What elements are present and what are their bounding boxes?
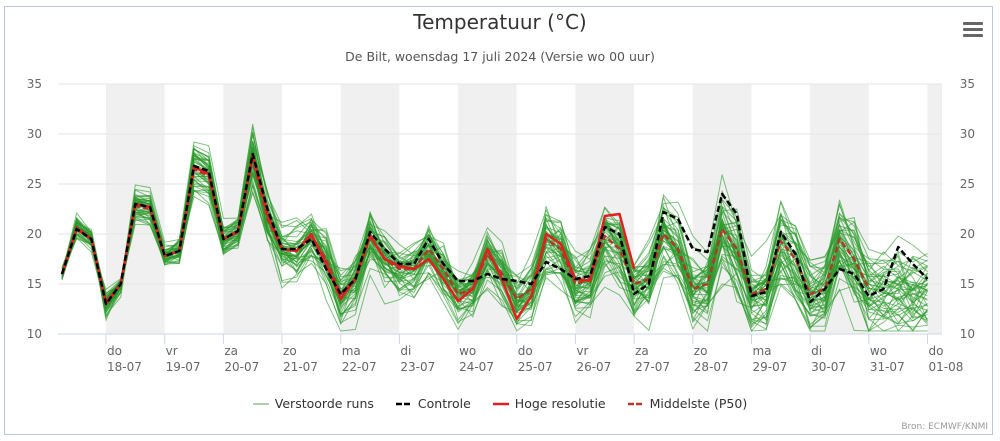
y-tick-label-left: 30 bbox=[27, 127, 42, 141]
x-tick-label-date: 30-07 bbox=[811, 360, 846, 374]
chart-legend: Verstoorde runs Controle Hoge resolutie … bbox=[0, 396, 1000, 411]
x-tick-label-day: wo bbox=[459, 344, 476, 358]
legend-label: Verstoorde runs bbox=[274, 396, 374, 411]
legend-item-median[interactable]: Middelste (P50) bbox=[627, 396, 748, 411]
ensemble-member-line bbox=[61, 189, 928, 326]
menu-bar bbox=[963, 34, 983, 37]
legend-swatch-control bbox=[395, 402, 412, 405]
y-tick-label-right: 20 bbox=[960, 227, 975, 241]
x-tick-label-date: 23-07 bbox=[400, 360, 435, 374]
x-tick-label-day: do bbox=[107, 344, 122, 358]
y-tick-label-right: 30 bbox=[960, 127, 975, 141]
legend-label: Middelste (P50) bbox=[649, 396, 748, 411]
menu-bar bbox=[963, 28, 983, 31]
y-tick-label-left: 25 bbox=[27, 177, 42, 191]
x-tick-label-day: zo bbox=[694, 344, 708, 358]
x-tick-label-date: 19-07 bbox=[166, 360, 201, 374]
x-tick-label-date: 25-07 bbox=[518, 360, 553, 374]
x-tick-label-date: 31-07 bbox=[870, 360, 905, 374]
legend-item-members[interactable]: Verstoorde runs bbox=[252, 396, 374, 411]
x-tick-label-date: 27-07 bbox=[635, 360, 670, 374]
legend-swatch-hres bbox=[492, 402, 509, 405]
y-tick-label-right: 35 bbox=[960, 77, 975, 91]
hres-line bbox=[60, 152, 636, 321]
ensemble-member-line bbox=[61, 131, 928, 331]
x-tick-label-day: ma bbox=[342, 344, 361, 358]
x-tick-label-date: 18-07 bbox=[107, 360, 142, 374]
x-tick-label-day: zo bbox=[283, 344, 297, 358]
x-tick-label-day: wo bbox=[870, 344, 887, 358]
ensemble-member-line bbox=[61, 165, 928, 332]
x-tick-label-date: 28-07 bbox=[694, 360, 729, 374]
x-tick-label-date: 21-07 bbox=[283, 360, 318, 374]
y-tick-label-left: 15 bbox=[27, 277, 42, 291]
credits-link[interactable]: Bron: ECMWF/KNMI bbox=[901, 422, 988, 432]
chart-title: Temperatuur (°C) bbox=[413, 10, 587, 34]
x-tick-label-day: do bbox=[929, 344, 944, 358]
y-tick-label-left: 35 bbox=[27, 77, 42, 91]
x-tick-label-date: 20-07 bbox=[224, 360, 259, 374]
x-tick-label-day: vr bbox=[576, 344, 588, 358]
legend-item-control[interactable]: Controle bbox=[395, 396, 471, 411]
ensemble-member-line bbox=[61, 165, 928, 315]
x-tick-label-date: 26-07 bbox=[576, 360, 611, 374]
plot-series bbox=[60, 123, 929, 333]
x-tick-label-day: vr bbox=[166, 344, 178, 358]
ensemble-member-line bbox=[61, 160, 928, 326]
x-tick-label-date: 29-07 bbox=[752, 360, 787, 374]
legend-item-hres[interactable]: Hoge resolutie bbox=[492, 396, 606, 411]
legend-swatch-median bbox=[627, 402, 644, 405]
legend-label: Controle bbox=[417, 396, 471, 411]
chart-subtitle: De Bilt, woensdag 17 juli 2024 (Versie w… bbox=[345, 49, 655, 64]
x-tick-label-day: di bbox=[400, 344, 411, 358]
ensemble-member-line bbox=[61, 141, 928, 332]
y-tick-label-right: 15 bbox=[960, 277, 975, 291]
median-line bbox=[60, 157, 870, 304]
x-tick-label-day: za bbox=[635, 344, 649, 358]
hamburger-menu-icon[interactable] bbox=[963, 22, 983, 38]
x-tick-label-day: do bbox=[518, 344, 533, 358]
control-line bbox=[60, 152, 929, 306]
y-tick-label-left: 20 bbox=[27, 227, 42, 241]
x-tick-label-date: 22-07 bbox=[342, 360, 377, 374]
day-band bbox=[927, 84, 942, 334]
x-tick-label-day: di bbox=[811, 344, 822, 358]
y-tick-label-left: 10 bbox=[27, 327, 42, 341]
x-tick-label-day: ma bbox=[752, 344, 771, 358]
menu-bar bbox=[963, 22, 983, 25]
x-tick-label-date: 01-08 bbox=[929, 360, 964, 374]
x-tick-label-day: za bbox=[224, 344, 238, 358]
legend-label: Hoge resolutie bbox=[514, 396, 606, 411]
ensemble-member-line bbox=[61, 141, 928, 311]
ensemble-member-line bbox=[61, 164, 928, 322]
ensemble-member-line bbox=[61, 145, 928, 311]
legend-swatch-members bbox=[252, 403, 269, 404]
x-tick-label-date: 24-07 bbox=[459, 360, 494, 374]
y-tick-label-right: 25 bbox=[960, 177, 975, 191]
ensemble-member-line bbox=[61, 141, 928, 313]
y-tick-label-right: 10 bbox=[960, 327, 975, 341]
